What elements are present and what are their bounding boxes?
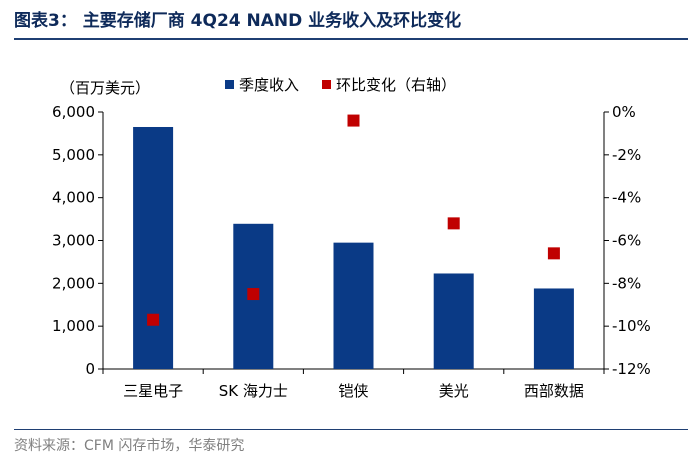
y-right-tick-label: -4%: [612, 189, 641, 207]
unit-label: （百万美元）: [60, 79, 150, 97]
y-left-tick-label: 0: [85, 360, 95, 378]
x-tick-label: SK 海力士: [219, 382, 288, 400]
title-divider: [14, 38, 688, 40]
y-left-tick-label: 1,000: [52, 317, 95, 335]
qoq-marker-4: [447, 217, 460, 230]
qoq-marker-5: [547, 247, 560, 260]
x-tick-label: 西部数据: [524, 382, 584, 400]
y-right-tick-label: -10%: [612, 317, 651, 335]
y-left-tick-label: 5,000: [52, 146, 95, 164]
legend-swatch-dot: [322, 80, 331, 89]
y-left-tick-label: 6,000: [52, 103, 95, 121]
x-tick-label: 铠侠: [338, 382, 368, 400]
legend-label-dot: 环比变化（右轴）: [336, 76, 456, 94]
y-right-tick-label: 0%: [612, 103, 636, 121]
x-tick-label: 美光: [439, 382, 469, 400]
qoq-marker-3: [347, 114, 360, 127]
bar-chart: （百万美元） 季度收入 环比变化（右轴） 0 1,000 2,000 3,000 4,000 5…: [52, 76, 651, 400]
bar-4: [433, 273, 474, 369]
y-left-tick-label: 2,000: [52, 274, 95, 292]
source-note: 资料来源：CFM 闪存市场，华泰研究: [14, 438, 245, 454]
figure-title: 图表3： 主要存储厂商 4Q24 NAND 业务收入及环比变化: [14, 11, 462, 31]
legend-label-bar: 季度收入: [239, 76, 299, 94]
x-tick-label: 三星电子: [123, 382, 183, 400]
y-left-tick-label: 3,000: [52, 232, 95, 250]
footer-divider: [14, 429, 688, 430]
y-left-tick-label: 4,000: [52, 189, 95, 207]
bar-1: [133, 126, 174, 369]
qoq-marker-2: [247, 288, 260, 301]
y-right-tick-label: -2%: [612, 146, 641, 164]
bar-5: [533, 288, 574, 369]
legend-swatch-bar: [225, 80, 234, 89]
y-right-tick-label: -6%: [612, 232, 641, 250]
y-right-tick-label: -8%: [612, 274, 641, 292]
qoq-marker-1: [147, 313, 160, 326]
y-right-tick-label: -12%: [612, 360, 651, 378]
bar-3: [333, 242, 374, 369]
